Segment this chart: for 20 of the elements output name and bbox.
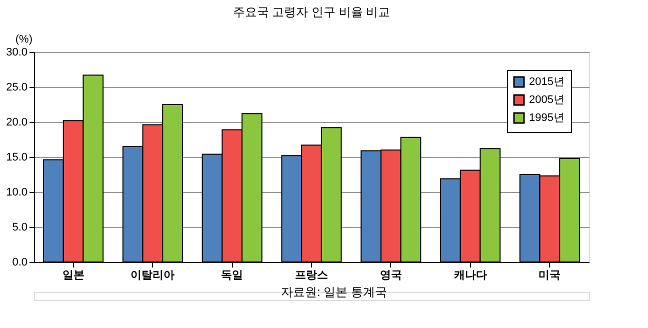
x-tick-label: 영국 [380, 270, 402, 282]
legend-label: 2005년 [529, 94, 564, 106]
y-tick-label: 30.0 [6, 46, 28, 58]
x-tick-label: 이탈리아 [130, 270, 175, 282]
x-tick-label: 미국 [538, 270, 561, 282]
y-tick-label: 20.0 [6, 116, 28, 128]
x-tick-label: 독일 [221, 270, 244, 282]
y-tick-label: 15.0 [6, 152, 28, 164]
legend-label: 1995년 [529, 112, 564, 124]
y-tick-label: 25.0 [6, 82, 28, 94]
x-tick-label: 일본 [62, 270, 84, 282]
chart-title: 주요국 고령자 인구 비율 비교 [232, 5, 390, 19]
legend-label: 2015년 [529, 76, 564, 88]
y-tick-label: 0.0 [12, 256, 28, 268]
y-axis-title: (%) [15, 34, 32, 46]
text: 자료원: 일본 통계국 [280, 285, 388, 299]
y-tick-label: 10.0 [6, 186, 28, 198]
x-tick-label: 프랑스 [295, 270, 328, 282]
x-tick-label: 캐나다 [452, 270, 487, 282]
y-tick-label: 5.0 [12, 222, 28, 234]
